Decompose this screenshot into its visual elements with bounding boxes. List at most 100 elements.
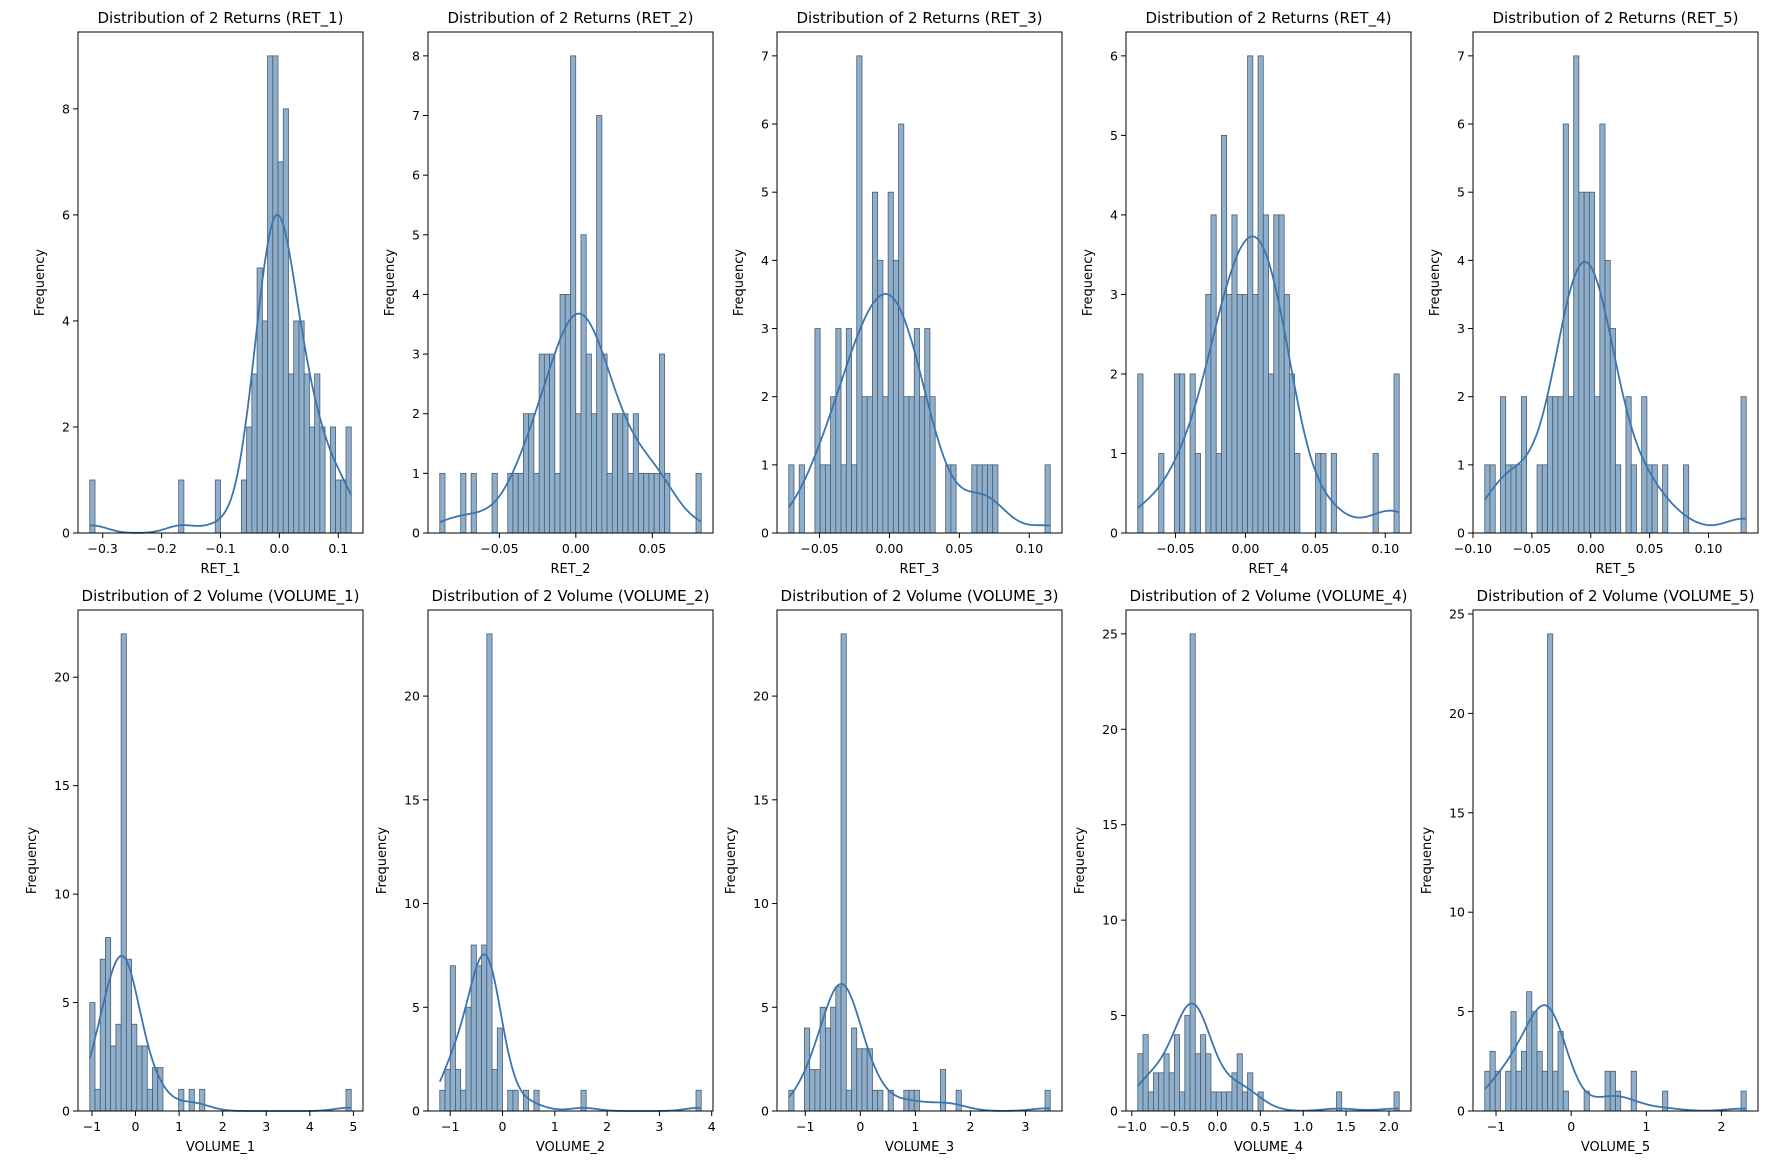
y-tick-label: 0 bbox=[1457, 1104, 1465, 1119]
histogram-bar bbox=[695, 472, 702, 534]
panel-title: Distribution of 2 Returns (RET_3) bbox=[797, 9, 1043, 28]
histogram-bar bbox=[131, 1023, 138, 1112]
histogram-bar bbox=[1588, 191, 1595, 534]
axes-frame bbox=[1125, 609, 1412, 1112]
histogram-bar bbox=[460, 1089, 467, 1112]
histogram-bar bbox=[798, 464, 805, 534]
histogram-bar bbox=[125, 958, 133, 1112]
y-tick-label: 4 bbox=[761, 253, 769, 268]
panel-title: Distribution of 2 Returns (RET_5) bbox=[1493, 9, 1739, 28]
axes-frame bbox=[77, 609, 364, 1112]
y-tick-label: 5 bbox=[1110, 128, 1118, 143]
histogram-bar bbox=[1526, 991, 1533, 1112]
histogram-bar bbox=[1268, 373, 1275, 534]
histogram-bar bbox=[1215, 1091, 1222, 1112]
axes-frame bbox=[1472, 609, 1759, 1112]
histogram-bar bbox=[840, 464, 847, 534]
histogram-bar bbox=[1557, 1031, 1564, 1112]
x-axis-label: RET_2 bbox=[551, 562, 591, 577]
y-tick-label: 4 bbox=[62, 313, 70, 328]
histogram-bar bbox=[856, 1048, 863, 1112]
histogram-bar bbox=[1189, 633, 1196, 1112]
histogram-bar bbox=[439, 472, 446, 534]
kde-curve bbox=[1137, 1002, 1400, 1112]
x-tick-label: 2 bbox=[966, 1119, 974, 1134]
histogram-bar bbox=[1393, 373, 1400, 534]
y-tick-label: 1 bbox=[1457, 457, 1465, 472]
histogram-bar bbox=[1630, 464, 1637, 534]
panel-title: Distribution of 2 Volume (VOLUME_1) bbox=[82, 587, 360, 606]
histogram-bar bbox=[105, 937, 112, 1112]
y-tick-label: 5 bbox=[412, 1000, 420, 1015]
histogram-bar bbox=[1536, 464, 1543, 534]
x-axis-label: RET_5 bbox=[1596, 562, 1636, 577]
x-tick-label: 1 bbox=[1642, 1119, 1650, 1134]
y-tick-label: 15 bbox=[1102, 817, 1118, 832]
histogram-bar bbox=[617, 413, 624, 534]
histogram-bar bbox=[622, 413, 629, 534]
y-axis-label: Frequency bbox=[1073, 827, 1088, 894]
x-tick-label: 1 bbox=[551, 1119, 559, 1134]
histogram-bar bbox=[1520, 1050, 1528, 1112]
y-axis-label: Frequency bbox=[1081, 249, 1096, 316]
histogram-bar bbox=[1163, 1053, 1170, 1112]
x-tick-label: 3 bbox=[655, 1119, 663, 1134]
panel-title: Distribution of 2 Volume (VOLUME_3) bbox=[781, 587, 1059, 606]
y-axis-label: Frequency bbox=[33, 249, 48, 316]
y-tick-label: 7 bbox=[761, 48, 769, 63]
histogram-bar bbox=[1252, 294, 1259, 534]
histogram-bar bbox=[824, 464, 832, 534]
histogram-bar bbox=[1147, 1091, 1154, 1112]
x-axis-label: VOLUME_2 bbox=[536, 1140, 605, 1155]
histogram-bar bbox=[1194, 1053, 1201, 1112]
histogram-bar bbox=[481, 944, 488, 1112]
histogram-bar bbox=[1158, 453, 1165, 534]
histogram-bar bbox=[512, 1089, 519, 1112]
histogram-bar bbox=[523, 1089, 530, 1112]
y-tick-label: 8 bbox=[62, 101, 70, 116]
histogram-bar bbox=[115, 1023, 122, 1112]
histogram-bar bbox=[1179, 373, 1186, 534]
x-tick-label: 0 bbox=[1567, 1119, 1575, 1134]
histogram-bar bbox=[246, 426, 253, 534]
histogram-bar bbox=[1262, 214, 1269, 534]
x-tick-label: −0.5 bbox=[1159, 1119, 1189, 1134]
y-tick-label: 5 bbox=[1457, 1004, 1465, 1019]
histogram-bar bbox=[903, 396, 910, 534]
x-tick-label: −0.3 bbox=[88, 541, 118, 556]
x-tick-label: 0.05 bbox=[1636, 541, 1664, 556]
histogram-bar bbox=[606, 472, 613, 534]
x-tick-label: 3 bbox=[1021, 1119, 1029, 1134]
histogram-bar bbox=[992, 464, 999, 534]
y-tick-label: 6 bbox=[412, 168, 420, 183]
histogram-bar bbox=[971, 464, 978, 534]
x-tick-label: −0.05 bbox=[1513, 541, 1551, 556]
histogram-bar bbox=[596, 115, 603, 534]
histogram-bar bbox=[1200, 1034, 1207, 1112]
histogram-bar bbox=[564, 294, 571, 534]
histogram-bar bbox=[465, 1006, 472, 1112]
panel-title: Distribution of 2 Volume (VOLUME_2) bbox=[432, 587, 710, 606]
histogram-bar bbox=[1505, 1070, 1512, 1112]
histogram-bar bbox=[1515, 464, 1522, 534]
histogram-bar bbox=[903, 1089, 910, 1112]
y-tick-label: 2 bbox=[761, 389, 769, 404]
histogram-bar bbox=[319, 426, 326, 534]
histogram-bar bbox=[1604, 1070, 1611, 1112]
histogram-bar bbox=[1536, 1050, 1543, 1112]
histogram-bar bbox=[293, 320, 300, 534]
histogram-bar bbox=[1557, 396, 1564, 534]
histogram-bar bbox=[1205, 1053, 1212, 1112]
histogram-bar bbox=[877, 259, 884, 534]
histogram-bar bbox=[1520, 396, 1528, 534]
histogram-bar bbox=[611, 413, 618, 534]
axes-frame bbox=[427, 31, 714, 534]
histogram-bar bbox=[1651, 464, 1658, 534]
histogram-bar bbox=[830, 1006, 837, 1112]
histogram-bar bbox=[298, 320, 305, 534]
y-tick-label: 0 bbox=[62, 526, 70, 541]
histogram-bar bbox=[861, 396, 868, 534]
histogram-panel: −0.10 −0.05 0.00 0.05 0.10 0 1 2 3 4 5 6 7 Distributi… bbox=[1428, 9, 1759, 577]
histogram-bar bbox=[877, 1089, 884, 1112]
histogram-bar bbox=[643, 472, 650, 534]
